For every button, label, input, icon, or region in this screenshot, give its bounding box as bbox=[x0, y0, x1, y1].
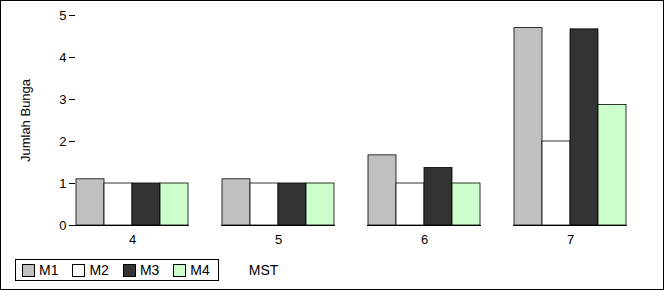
svg-text:Jumlah Bunga: Jumlah Bunga bbox=[18, 78, 33, 162]
svg-text:4: 4 bbox=[59, 50, 66, 65]
html-text:M2: M2 bbox=[89, 262, 109, 278]
svg-text:6: 6 bbox=[421, 232, 428, 247]
html-text:M1: M1 bbox=[39, 262, 59, 278]
html-text:M4: M4 bbox=[190, 262, 210, 278]
svg-text:4: 4 bbox=[129, 232, 136, 247]
svg-text:0: 0 bbox=[59, 218, 66, 233]
svg-text:5: 5 bbox=[275, 232, 282, 247]
svg-text:2: 2 bbox=[59, 134, 66, 149]
svg-text:5: 5 bbox=[59, 8, 66, 23]
svg-text:7: 7 bbox=[567, 232, 574, 247]
html-text:MST: MST bbox=[248, 262, 279, 278]
svg-text:3: 3 bbox=[59, 92, 66, 107]
html-text:M3: M3 bbox=[139, 262, 160, 278]
svg-text:1: 1 bbox=[59, 176, 66, 191]
